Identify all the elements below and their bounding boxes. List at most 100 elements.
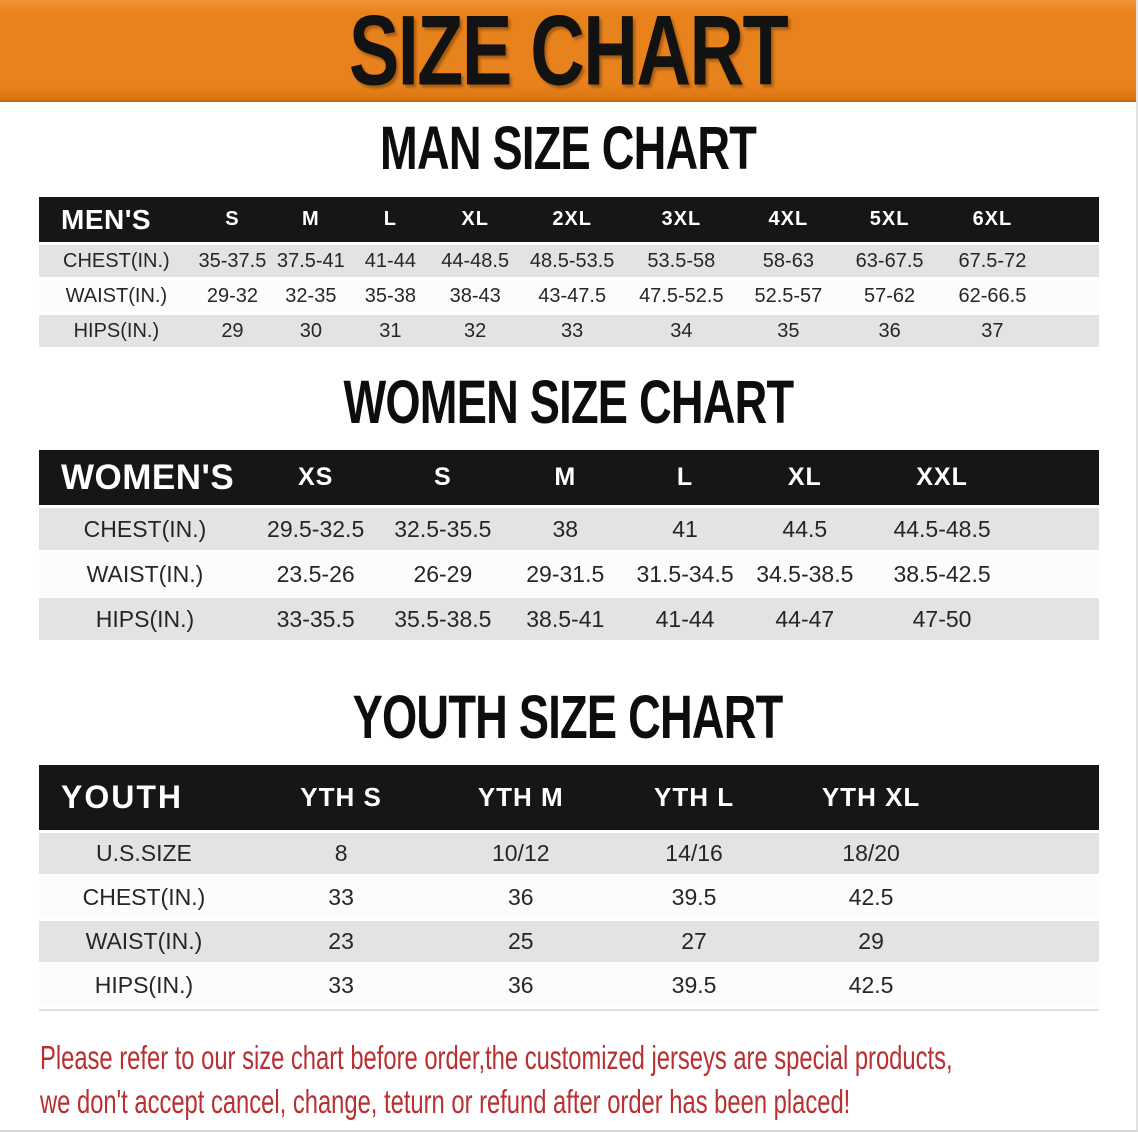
- table-cell: 34: [670, 319, 693, 342]
- table-cell: 38.5-42.5: [893, 560, 991, 587]
- size-col-header: YTH L: [654, 782, 735, 812]
- table-cell: 42.5: [848, 972, 894, 998]
- table-cell: 29: [858, 928, 884, 954]
- table-row: HIPS(IN.) 29 30 31 32 33 34 35 36 37: [39, 315, 1099, 347]
- banner-title: SIZE CHART: [348, 0, 789, 102]
- table-cell: 43-47.5: [538, 284, 607, 307]
- table-cell: 63-67.5: [855, 249, 924, 272]
- table-cell: 48.5-53.5: [529, 249, 615, 272]
- table-cell: 38.5-41: [526, 605, 605, 632]
- row-label: WAIST(IN.): [85, 928, 203, 954]
- size-col-header: YTH M: [477, 782, 564, 812]
- youth-section-heading: YOUTH SIZE CHART: [0, 687, 1136, 748]
- table-cell: 47-50: [912, 605, 972, 632]
- table-cell: 53.5-58: [647, 249, 716, 272]
- womens-size-table: WOMEN'S XS S M L XL XXL CHEST(IN.) 29.5-32.5 32.5…: [39, 450, 1099, 640]
- man-section-heading: MAN SIZE CHART: [0, 114, 1136, 183]
- size-col-header: 3XL: [661, 208, 702, 230]
- table-cell: 27: [681, 928, 707, 954]
- size-col-header: YTH S: [300, 782, 382, 812]
- table-corner-label: MEN'S: [61, 203, 152, 235]
- table-cell: 47.5-52.5: [639, 284, 724, 307]
- table-cell: 41: [672, 515, 698, 542]
- table-cell: 32-35: [285, 284, 337, 307]
- row-label: U.S.SIZE: [96, 840, 192, 866]
- table-cell: 44.5-48.5: [893, 515, 991, 542]
- table-cell: 31.5-34.5: [636, 560, 734, 587]
- table-cell: 44.5: [782, 515, 828, 542]
- table-cell: 67.5-72: [958, 249, 1027, 272]
- table-cell: 38: [552, 515, 579, 542]
- table-cell: 62-66.5: [958, 284, 1027, 307]
- table-cell: 23: [328, 928, 354, 954]
- size-col-header: M: [302, 208, 320, 230]
- table-cell: 36: [507, 972, 534, 998]
- table-cell: 32.5-35.5: [394, 515, 492, 542]
- table-cell: 18/20: [842, 840, 900, 866]
- table-row: HIPS(IN.) 33-35.5 35.5-38.5 38.5-41 41-44 44-…: [39, 598, 1099, 640]
- size-col-header: 2XL: [552, 208, 592, 230]
- size-col-header: YTH XL: [821, 782, 921, 812]
- youth-size-table: YOUTH YTH S YTH M YTH L YTH XL U.S.SIZE 8 10/12…: [39, 765, 1099, 1011]
- table-header-row: YOUTH YTH S YTH M YTH L YTH XL: [39, 765, 1099, 830]
- size-col-header: XS: [297, 463, 334, 491]
- table-cell: 33: [328, 884, 354, 910]
- women-section-heading: WOMEN SIZE CHART: [0, 368, 1136, 437]
- table-cell: 37.5-41: [276, 249, 345, 272]
- size-col-header: XXL: [916, 463, 968, 491]
- row-label: WAIST(IN.): [86, 560, 204, 587]
- table-cell: 25: [507, 928, 534, 954]
- table-cell: 35-37.5: [198, 249, 267, 272]
- table-cell: 42.5: [848, 884, 894, 910]
- table-cell: 52.5-57: [754, 284, 823, 307]
- row-label: CHEST(IN.): [82, 884, 206, 910]
- row-label: CHEST(IN.): [63, 249, 170, 272]
- table-cell: 35.5-38.5: [394, 605, 492, 632]
- table-cell: 29-31.5: [526, 560, 605, 587]
- table-cell: 44-47: [775, 605, 835, 632]
- table-cell: 10/12: [491, 840, 550, 866]
- table-corner-label: YOUTH: [61, 779, 183, 815]
- size-col-header: L: [676, 463, 694, 491]
- row-label: WAIST(IN.): [65, 284, 168, 307]
- table-cell: 39.5: [671, 972, 717, 998]
- table-row: CHEST(IN.) 33 36 39.5 42.5: [39, 877, 1099, 918]
- size-col-header: 4XL: [768, 208, 809, 230]
- table-cell: 26-29: [413, 560, 473, 587]
- row-label: CHEST(IN.): [83, 515, 207, 542]
- table-cell: 29: [221, 319, 244, 342]
- table-cell: 32: [464, 319, 487, 342]
- table-cell: 14/16: [665, 840, 723, 866]
- size-col-header: XL: [461, 208, 489, 230]
- table-cell: 38-43: [449, 284, 501, 307]
- table-row: WAIST(IN.) 29-32 32-35 35-38 38-43 43-47.5 47.…: [39, 280, 1099, 312]
- table-cell: 33: [328, 972, 354, 998]
- man-section-heading-text: MAN SIZE CHART: [379, 114, 757, 183]
- table-cell: 34.5-38.5: [756, 560, 854, 587]
- table-cell: 44-48.5: [441, 249, 510, 272]
- size-col-header: M: [554, 463, 577, 491]
- table-cell: 41-44: [655, 605, 715, 632]
- mens-size-table: MEN'S S M L XL 2XL 3XL 4XL 5XL 6XL CHEST(IN.) 35-37…: [39, 197, 1099, 347]
- table-cell: 30: [299, 319, 322, 342]
- size-col-header: S: [225, 208, 240, 230]
- table-cell: 57-62: [864, 284, 916, 307]
- table-cell: 35-38: [364, 284, 416, 307]
- banner: SIZE CHART: [0, 0, 1136, 102]
- table-cell: 36: [507, 884, 534, 910]
- table-cell: 35: [777, 319, 800, 342]
- table-cell: 39.5: [671, 884, 717, 910]
- row-label: HIPS(IN.): [95, 605, 195, 632]
- table-row: CHEST(IN.) 29.5-32.5 32.5-35.5 38 41 44.5 44.5…: [39, 508, 1099, 550]
- size-col-header: XL: [787, 463, 822, 491]
- women-section-heading-text: WOMEN SIZE CHART: [343, 368, 794, 437]
- table-cell: 36: [878, 319, 901, 342]
- table-header-row: WOMEN'S XS S M L XL XXL: [39, 450, 1099, 505]
- table-cell: 23.5-26: [276, 560, 355, 587]
- table-row: U.S.SIZE 8 10/12 14/16 18/20: [39, 833, 1099, 874]
- table-header-row: MEN'S S M L XL 2XL 3XL 4XL 5XL 6XL: [39, 197, 1099, 242]
- table-corner-label: WOMEN'S: [61, 457, 235, 497]
- footnote: Please refer to our size chart before or…: [40, 1036, 1136, 1124]
- footnote-line-2: we don't accept cancel, change, teturn o…: [40, 1083, 851, 1120]
